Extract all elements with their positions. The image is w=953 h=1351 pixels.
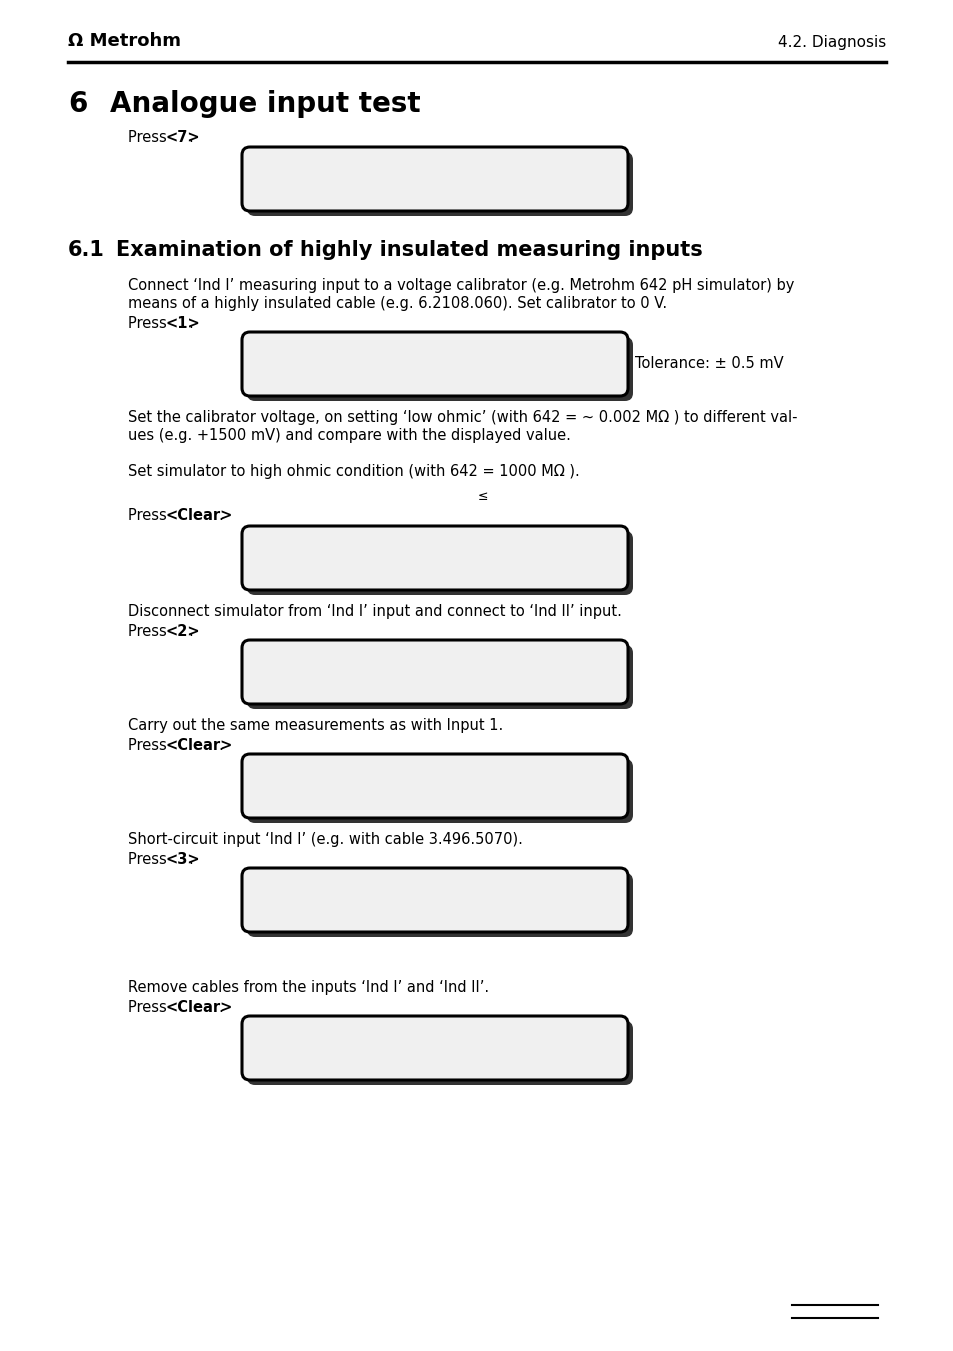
FancyBboxPatch shape [247, 873, 633, 938]
Text: Examination of highly insulated measuring inputs: Examination of highly insulated measurin… [116, 240, 702, 259]
Text: Remove cables from the inputs ‘Ind I’ and ‘Ind II’.: Remove cables from the inputs ‘Ind I’ an… [128, 979, 489, 994]
FancyBboxPatch shape [247, 153, 633, 216]
FancyBboxPatch shape [242, 1016, 627, 1079]
Text: <Clear>: <Clear> [166, 738, 233, 753]
Text: <1>: <1> [166, 316, 200, 331]
Text: 6.1: 6.1 [68, 240, 105, 259]
Text: Tolerance: ± 0.5 mV: Tolerance: ± 0.5 mV [635, 357, 782, 372]
Text: Ω Metrohm: Ω Metrohm [68, 32, 181, 50]
Text: Set the calibrator voltage, on setting ‘low ohmic’ (with 642 = ~ 0.002 MΩ ) to d: Set the calibrator voltage, on setting ‘… [128, 409, 797, 426]
Text: Press: Press [128, 624, 172, 639]
Text: means of a highly insulated cable (e.g. 6.2108.060). Set calibrator to 0 V.: means of a highly insulated cable (e.g. … [128, 296, 666, 311]
Text: .: . [218, 738, 223, 753]
Text: <Clear>: <Clear> [166, 1000, 233, 1015]
FancyBboxPatch shape [242, 147, 627, 211]
FancyBboxPatch shape [247, 336, 633, 401]
FancyBboxPatch shape [242, 754, 627, 817]
Text: ues (e.g. +1500 mV) and compare with the displayed value.: ues (e.g. +1500 mV) and compare with the… [128, 428, 570, 443]
Text: Analogue input test: Analogue input test [110, 91, 420, 118]
Text: ≤: ≤ [477, 490, 488, 503]
Text: .: . [189, 316, 193, 331]
FancyBboxPatch shape [247, 531, 633, 594]
Text: Press: Press [128, 738, 172, 753]
FancyBboxPatch shape [242, 332, 627, 396]
Text: .: . [189, 624, 193, 639]
FancyBboxPatch shape [247, 759, 633, 823]
Text: Press: Press [128, 130, 172, 145]
Text: Press: Press [128, 508, 172, 523]
FancyBboxPatch shape [242, 526, 627, 590]
Text: Carry out the same measurements as with Input 1.: Carry out the same measurements as with … [128, 717, 503, 734]
Text: Short-circuit input ‘Ind I’ (e.g. with cable 3.496.5070).: Short-circuit input ‘Ind I’ (e.g. with c… [128, 832, 522, 847]
Text: Disconnect simulator from ‘Ind I’ input and connect to ‘Ind II’ input.: Disconnect simulator from ‘Ind I’ input … [128, 604, 621, 619]
Text: .: . [189, 130, 193, 145]
Text: Press: Press [128, 852, 172, 867]
Text: Connect ‘Ind I’ measuring input to a voltage calibrator (e.g. Metrohm 642 pH sim: Connect ‘Ind I’ measuring input to a vol… [128, 278, 794, 293]
Text: 6: 6 [68, 91, 88, 118]
Text: 4.2. Diagnosis: 4.2. Diagnosis [777, 35, 885, 50]
Text: Press: Press [128, 1000, 172, 1015]
Text: Press: Press [128, 316, 172, 331]
FancyBboxPatch shape [247, 644, 633, 709]
Text: <3>: <3> [166, 852, 200, 867]
Text: <7>: <7> [166, 130, 200, 145]
FancyBboxPatch shape [242, 640, 627, 704]
Text: <Clear>: <Clear> [166, 508, 233, 523]
Text: .: . [189, 852, 193, 867]
Text: .: . [218, 508, 223, 523]
FancyBboxPatch shape [247, 1021, 633, 1085]
FancyBboxPatch shape [242, 867, 627, 932]
Text: Set simulator to high ohmic condition (with 642 = 1000 MΩ ).: Set simulator to high ohmic condition (w… [128, 463, 579, 480]
Text: .: . [218, 1000, 223, 1015]
Text: <2>: <2> [166, 624, 200, 639]
